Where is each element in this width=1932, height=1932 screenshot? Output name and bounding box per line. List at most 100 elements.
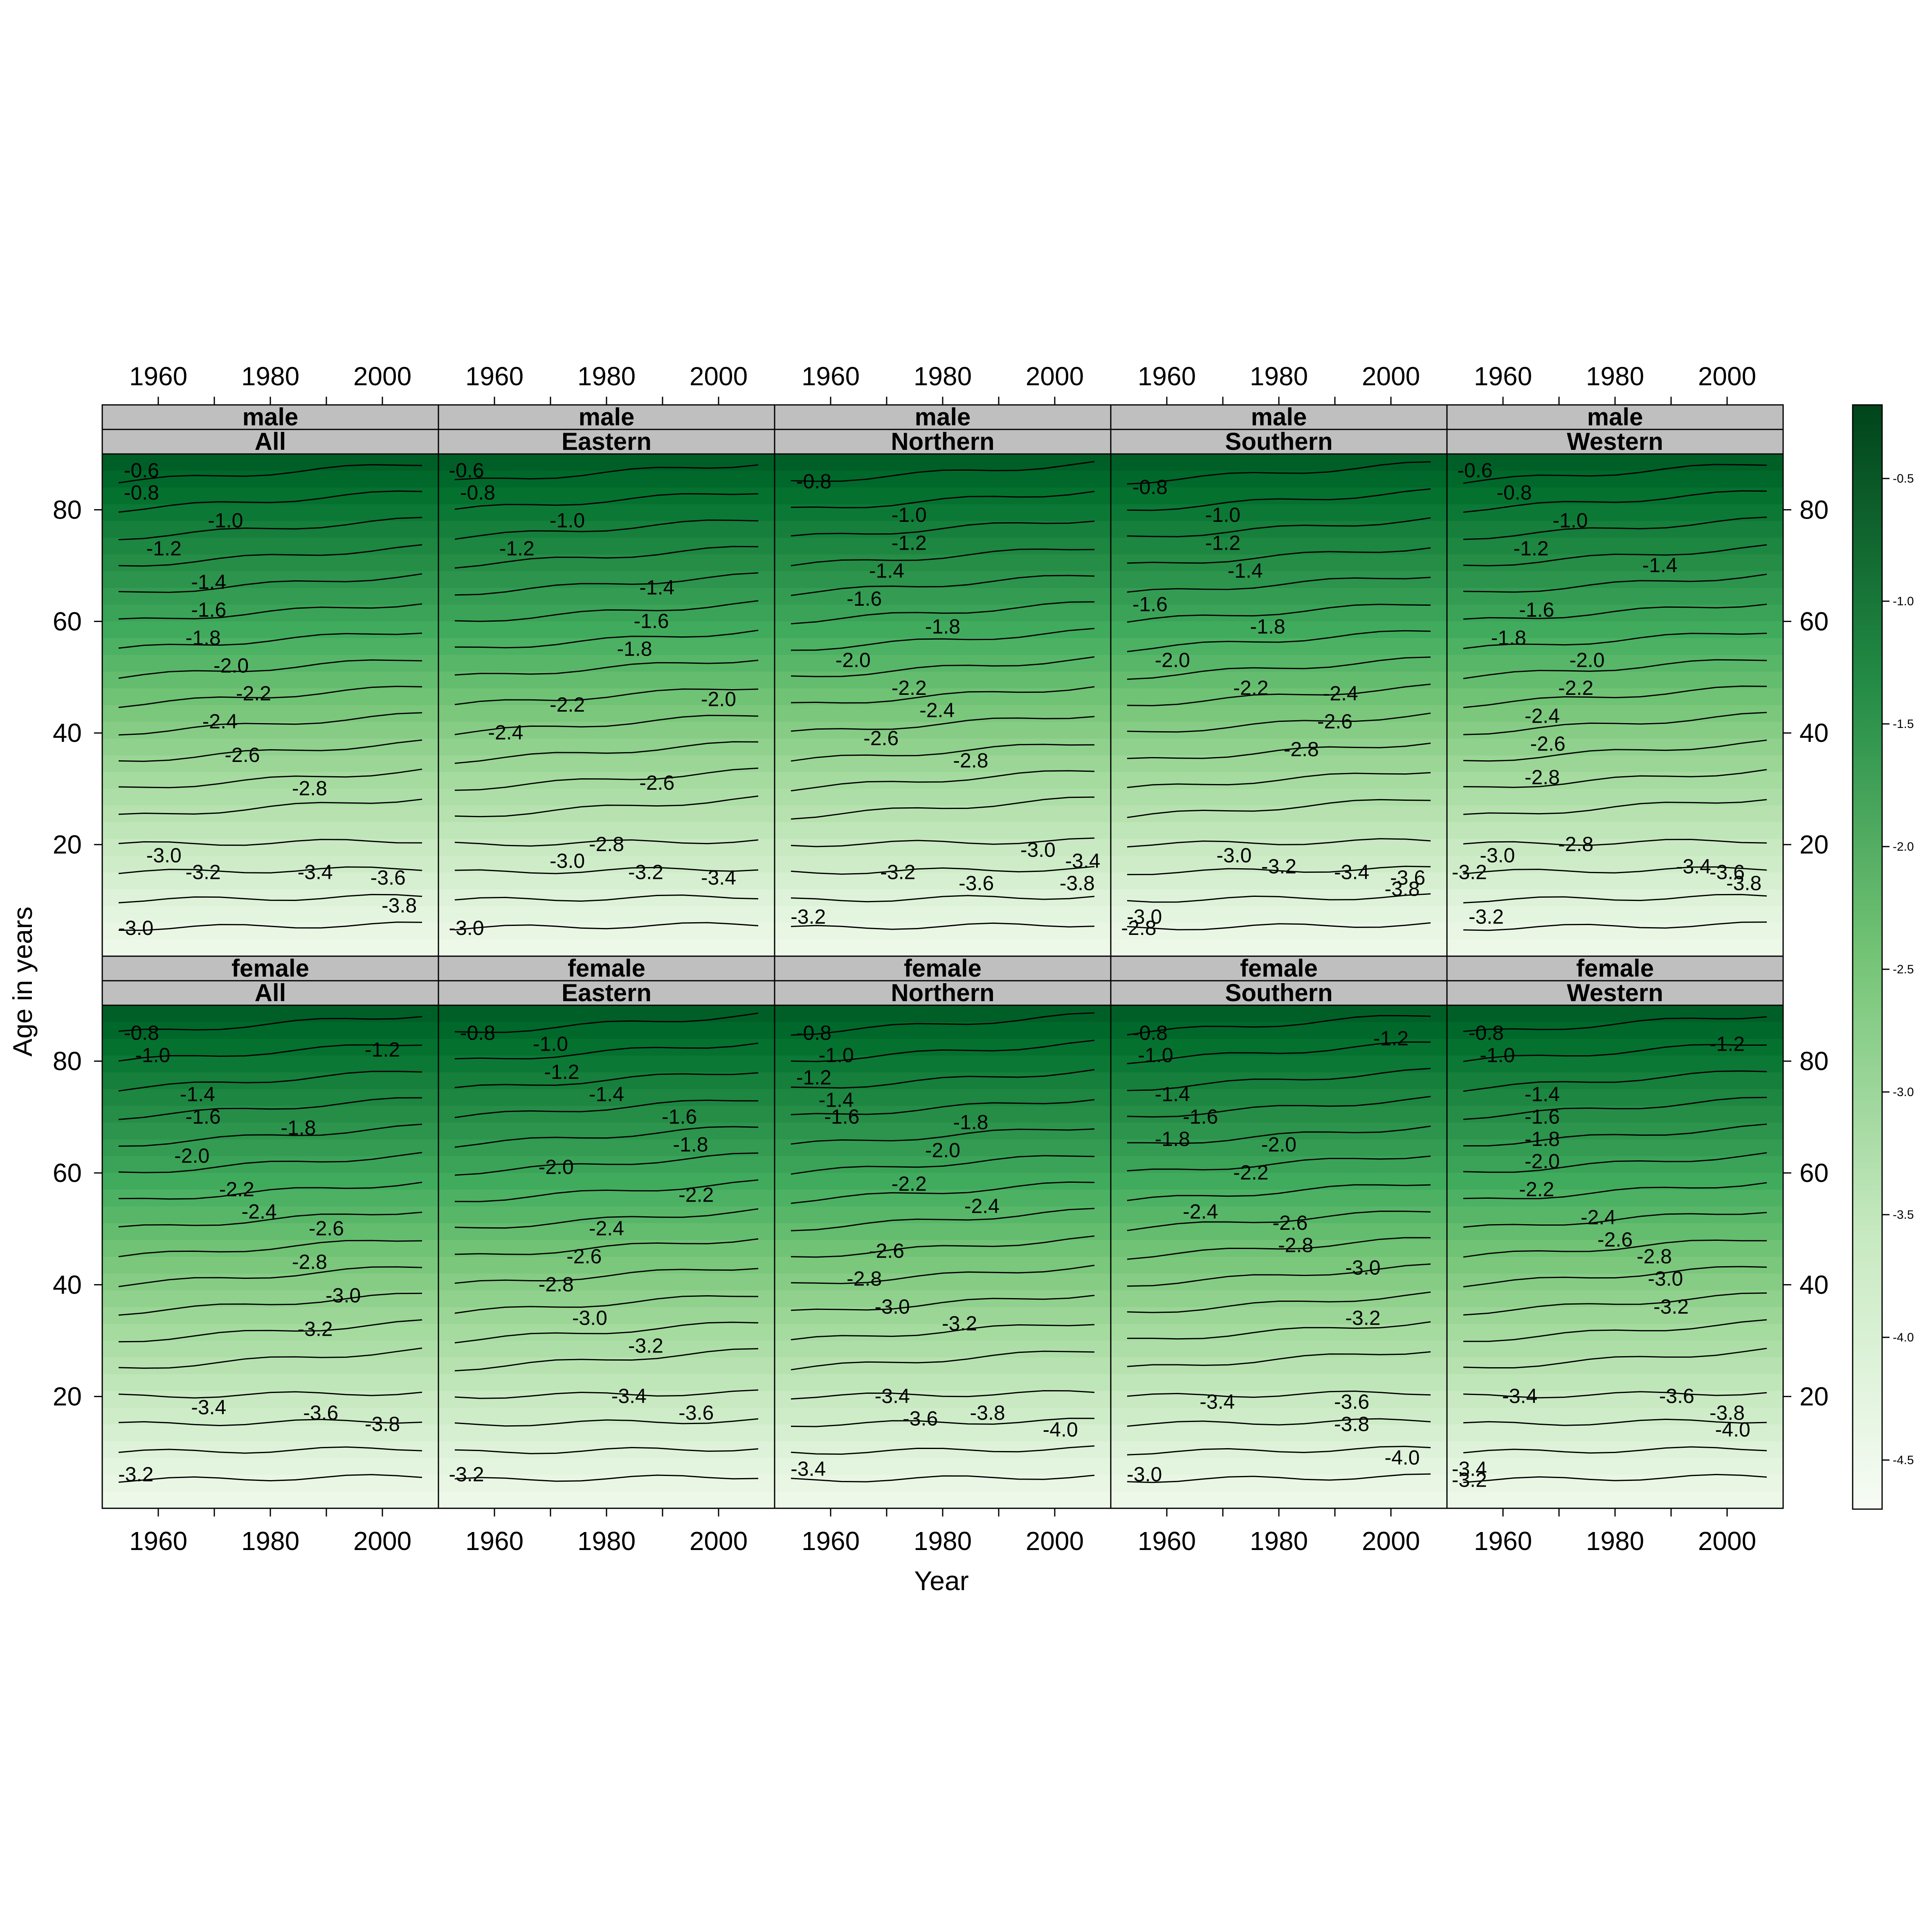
contour-label: -1.0 — [1480, 1044, 1515, 1067]
heat-band — [775, 889, 1111, 907]
contour-line — [1463, 1418, 1767, 1426]
contour-line — [118, 1044, 422, 1062]
x-tick-label-bottom: 1980 — [577, 1526, 636, 1556]
y-tick-label-right: 60 — [1799, 607, 1829, 636]
heat-band — [102, 939, 438, 957]
contour-label: -1.0 — [208, 509, 243, 532]
strip-region — [101, 429, 439, 455]
contour-label: -2.8 — [1525, 766, 1560, 789]
y-tick-label-right: 60 — [1799, 1158, 1829, 1188]
heat-band — [102, 1072, 438, 1090]
contour-label: -2.8 — [292, 777, 327, 800]
contour-line — [118, 544, 422, 567]
contour-line — [1463, 633, 1767, 649]
heat-band — [438, 470, 775, 488]
heat-band — [438, 1223, 775, 1240]
heat-band — [102, 1156, 438, 1173]
contour-line — [454, 1321, 759, 1343]
heat-band — [1447, 454, 1783, 471]
contour-label: -1.8 — [925, 615, 960, 638]
heat-band — [438, 621, 775, 639]
contour-label: -1.4 — [1525, 1083, 1560, 1106]
heat-band — [438, 1458, 775, 1475]
heat-band — [102, 1257, 438, 1274]
contour-line — [791, 744, 1095, 762]
contour-label: -2.0 — [701, 687, 736, 710]
heat-band — [775, 1156, 1111, 1173]
heat-band — [775, 1106, 1111, 1123]
contour-line — [454, 1072, 759, 1088]
heat-band — [438, 554, 775, 572]
contour-label: -1.2 — [1373, 1027, 1409, 1050]
heat-band — [1447, 1022, 1783, 1039]
contour-line — [791, 1069, 1095, 1089]
contour-line — [791, 461, 1095, 482]
heat-band — [438, 1106, 775, 1123]
contour-line — [454, 1012, 759, 1033]
contour-label: -3.0 — [326, 1284, 361, 1307]
heat-band — [1447, 939, 1783, 957]
contour-label: -1.4 — [869, 559, 904, 582]
contour-label: -3.4 — [298, 860, 333, 883]
contour-line — [118, 1123, 422, 1147]
contour-label: -2.4 — [1525, 704, 1560, 727]
heat-band — [102, 1307, 438, 1324]
strip-sex-label: female — [1240, 955, 1318, 982]
contour-label: -1.0 — [1205, 503, 1240, 526]
heat-band — [102, 872, 438, 890]
heat-band — [1111, 1190, 1447, 1207]
x-tick-label-top: 1980 — [577, 362, 636, 391]
heat-band — [775, 1240, 1111, 1257]
strip-sex-label: male — [915, 403, 971, 431]
heat-band — [1447, 1206, 1783, 1224]
contour-line — [1463, 1182, 1767, 1200]
contour-label: -1.2 — [892, 531, 927, 554]
contour-line — [454, 1099, 759, 1119]
contour-label: -0.8 — [1469, 1021, 1504, 1044]
contour-label: -3.0 — [550, 849, 585, 872]
x-tick-label-bottom: 1980 — [1586, 1526, 1644, 1556]
contour-label: -3.0 — [118, 917, 153, 939]
contour-line — [1463, 659, 1767, 679]
heat-band — [1447, 1475, 1783, 1492]
contour-line — [1463, 894, 1767, 903]
heat-band — [775, 939, 1111, 957]
contour-label: -2.4 — [488, 721, 523, 744]
heat-band — [1447, 789, 1783, 806]
contour-line — [454, 1042, 759, 1060]
heat-band — [1111, 1072, 1447, 1090]
contour-label: -1.2 — [796, 1066, 831, 1089]
contour-line — [1127, 1096, 1431, 1118]
contour-label: -2.4 — [919, 699, 955, 722]
contour-label: -2.2 — [550, 693, 585, 716]
heat-band — [775, 1039, 1111, 1056]
contour-line — [118, 517, 422, 540]
contour-label: -3.8 — [365, 1413, 400, 1436]
heat-band — [1111, 621, 1447, 639]
contour-line — [454, 1126, 759, 1148]
heat-band — [1447, 688, 1783, 705]
contour-line — [1463, 838, 1767, 846]
contour-label: -3.2 — [880, 860, 915, 883]
heat-band — [102, 1357, 438, 1375]
contour-label: -0.8 — [1132, 476, 1168, 499]
contour-line — [454, 1295, 759, 1314]
heat-band — [1447, 1223, 1783, 1240]
heat-band — [1111, 1408, 1447, 1425]
heat-band — [1111, 923, 1447, 940]
contour-label: -3.2 — [1345, 1306, 1380, 1329]
heat-band — [102, 1005, 438, 1022]
contour-line — [791, 656, 1095, 677]
contour-line — [454, 1179, 759, 1202]
contour-line — [791, 1208, 1095, 1231]
contour-label: -2.8 — [847, 1267, 882, 1290]
contour-line — [1127, 517, 1431, 537]
contour-line — [454, 1474, 759, 1482]
heat-band — [102, 1492, 438, 1509]
contour-label: -2.6 — [225, 744, 260, 766]
contour-label: -3.6 — [303, 1402, 338, 1424]
